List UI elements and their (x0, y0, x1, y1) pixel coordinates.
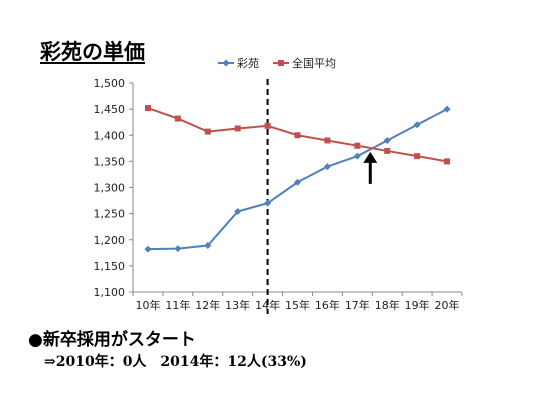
data-point (174, 115, 181, 122)
x-tick-label: 11年 (165, 298, 190, 312)
y-tick-label: 1,400 (94, 129, 126, 142)
data-point (384, 147, 391, 154)
data-point (383, 136, 391, 144)
y-tick-label: 1,450 (94, 103, 126, 116)
x-tick-label: 18年 (375, 298, 400, 312)
y-tick-label: 1,150 (94, 260, 126, 273)
legend-marker (222, 59, 230, 67)
legend-label: 全国平均 (292, 56, 336, 70)
data-point (144, 245, 152, 253)
legend-label: 彩苑 (237, 57, 259, 70)
x-tick-label: 19年 (405, 298, 430, 312)
x-tick-label: 10年 (135, 298, 160, 312)
slide-title: 彩苑の単価 (40, 39, 145, 64)
x-tick-label: 12年 (195, 298, 220, 312)
up-arrow-head (363, 151, 378, 163)
data-point (204, 241, 212, 249)
data-point (204, 128, 211, 135)
data-point (323, 163, 331, 171)
y-tick-label: 1,350 (94, 155, 126, 168)
data-point (414, 153, 421, 160)
hiring-detail: ⇒2010年：0人 2014年：12人(33%) (44, 354, 307, 370)
data-point (144, 105, 151, 112)
y-tick-label: 1,300 (94, 182, 126, 195)
data-point (264, 122, 271, 129)
data-point (264, 199, 272, 207)
y-tick-label: 1,500 (94, 77, 126, 90)
data-point (324, 137, 331, 144)
line-chart: 彩苑 全国平均 1,100 1,150 1,200 1,250 1,300 1,350 1,4… (94, 56, 463, 314)
chart-series (144, 105, 451, 253)
data-point (234, 208, 242, 216)
chart-legend: 彩苑 全国平均 (218, 56, 336, 70)
bullet-new-grad-hiring: ●新卒採用がスタート (28, 330, 196, 350)
data-point (354, 142, 361, 149)
data-point (294, 178, 301, 186)
data-point (294, 132, 301, 139)
chart-annotations (266, 79, 378, 314)
y-tick-label: 1,250 (94, 208, 126, 221)
data-point (234, 125, 241, 132)
x-tick-label: 17年 (345, 298, 370, 312)
x-tick-label: 16年 (315, 298, 340, 312)
chart-axes (132, 83, 462, 293)
data-point (413, 121, 421, 129)
data-point (174, 245, 182, 253)
x-tick-label: 13年 (225, 298, 250, 312)
data-point (443, 105, 451, 113)
legend-marker (278, 60, 284, 66)
y-tick-label: 1,200 (94, 234, 126, 247)
x-tick-label: 15年 (285, 298, 310, 312)
x-tick-label: 20年 (435, 298, 460, 312)
y-tick-label: 1,100 (94, 286, 126, 299)
data-point (444, 158, 451, 165)
chart-ticks: 1,100 1,150 1,200 1,250 1,300 1,350 1,400 1,450… (94, 77, 463, 312)
data-point (353, 152, 361, 160)
